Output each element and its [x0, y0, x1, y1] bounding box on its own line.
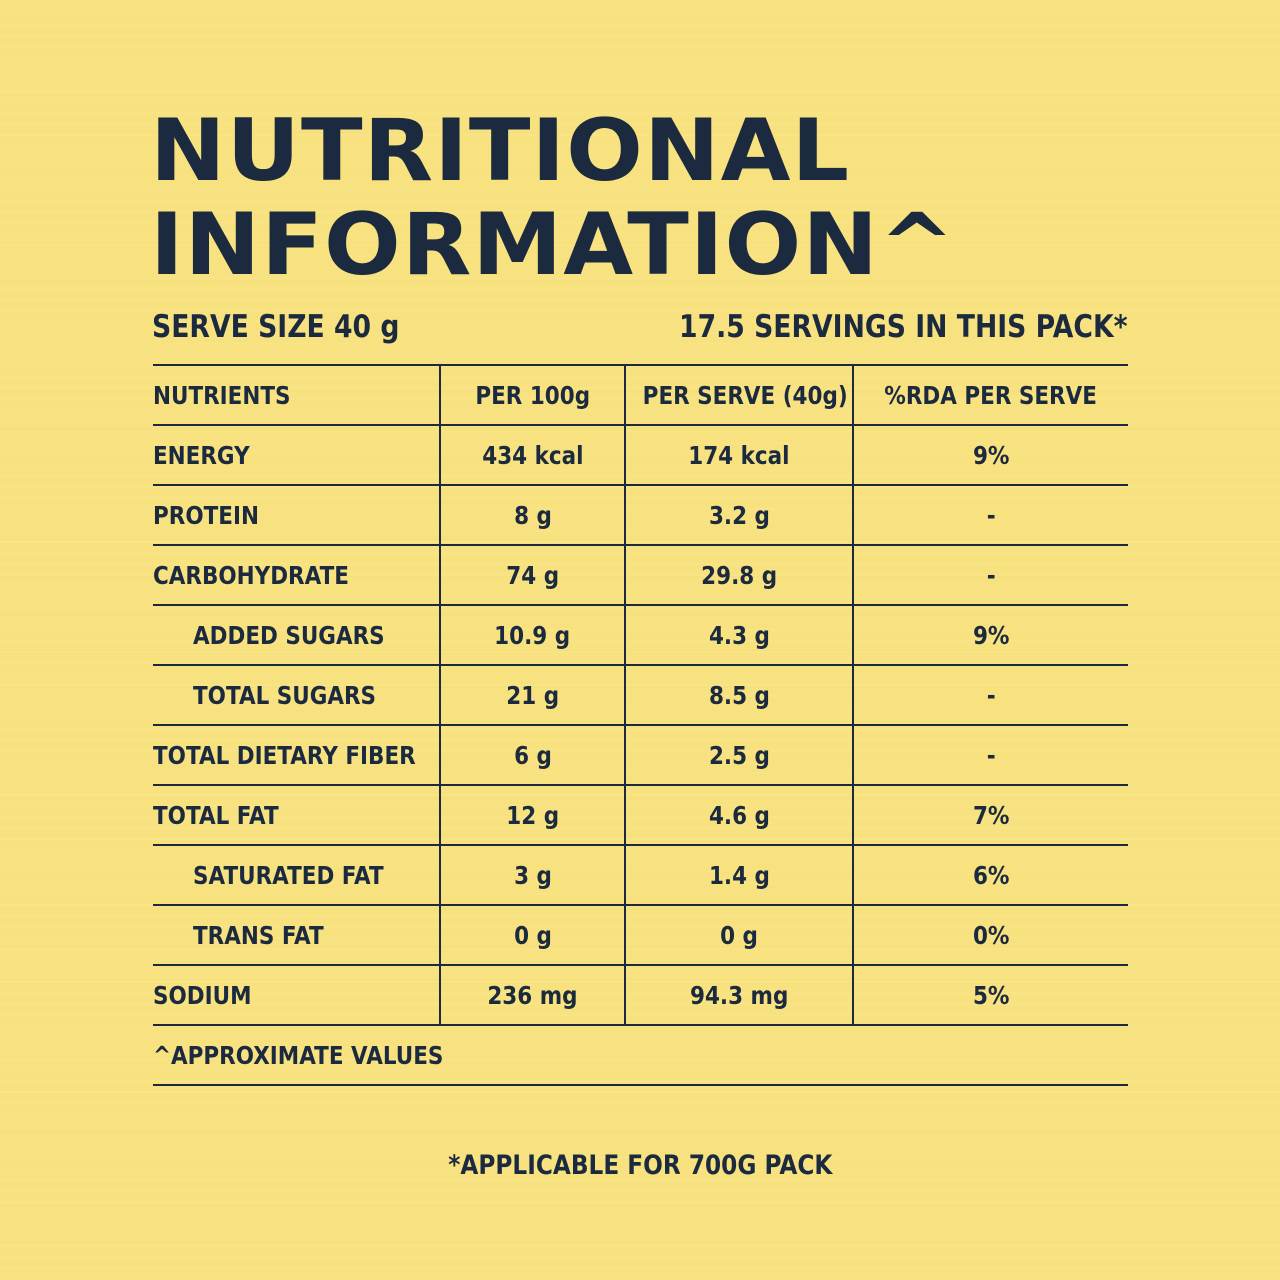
pack-applicability-text: *APPLICABLE FOR 700G PACK	[447, 1150, 833, 1181]
table-row: TOTAL DIETARY FIBER 6 g 2.5 g -	[153, 724, 1128, 786]
table-row: ENERGY 434 kcal 174 kcal 9%	[153, 424, 1128, 486]
per-100g-value: 74 g	[439, 544, 625, 606]
table-row: PROTEIN 8 g 3.2 g -	[153, 484, 1128, 546]
nutrient-name: ENERGY	[153, 424, 440, 486]
per-serve-value: 3.2 g	[624, 484, 853, 546]
per-100g-value: 6 g	[439, 724, 625, 786]
nutrient-name: SATURATED FAT	[153, 844, 440, 906]
nutrient-name: TRANS FAT	[153, 904, 440, 966]
approximate-values-note: ^APPROXIMATE VALUES	[153, 1024, 1128, 1086]
rda-value: -	[852, 544, 1128, 606]
servings-per-pack-label: 17.5 SERVINGS IN THIS PACK*	[679, 309, 1128, 345]
table-row: TRANS FAT 0 g 0 g 0%	[153, 904, 1128, 966]
table-row: TOTAL FAT 12 g 4.6 g 7%	[153, 784, 1128, 846]
table-row: SATURATED FAT 3 g 1.4 g 6%	[153, 844, 1128, 906]
rda-value: 9%	[852, 604, 1128, 666]
per-serve-value: 8.5 g	[624, 664, 853, 726]
nutrient-name: PROTEIN	[153, 484, 440, 546]
table-row: TOTAL SUGARS 21 g 8.5 g -	[153, 664, 1128, 726]
title-line-1: NUTRITIONAL	[150, 101, 851, 201]
table-footnote-row: ^APPROXIMATE VALUES	[153, 1024, 1128, 1086]
per-serve-value: 4.6 g	[624, 784, 853, 846]
serve-size-label: SERVE SIZE 40 g	[152, 309, 400, 345]
rda-value: 9%	[852, 424, 1128, 486]
serving-info: SERVE SIZE 40 g 17.5 SERVINGS IN THIS PA…	[152, 306, 1128, 348]
rda-value: 6%	[852, 844, 1128, 906]
per-serve-value: 29.8 g	[624, 544, 853, 606]
nutrient-name: TOTAL DIETARY FIBER	[153, 724, 440, 786]
page-title: NUTRITIONAL INFORMATION^	[150, 104, 956, 292]
table-row: CARBOHYDRATE 74 g 29.8 g -	[153, 544, 1128, 606]
rda-value: 5%	[852, 964, 1128, 1026]
per-serve-value: 174 kcal	[624, 424, 853, 486]
header-per-100g: PER 100g	[439, 364, 625, 426]
per-100g-value: 10.9 g	[439, 604, 625, 666]
per-100g-value: 21 g	[439, 664, 625, 726]
header-nutrients: NUTRIENTS	[153, 364, 440, 426]
header-rda-per-serve: %RDA PER SERVE	[852, 364, 1128, 426]
per-100g-value: 12 g	[439, 784, 625, 846]
table-header-row: NUTRIENTS PER 100g PER SERVE (40g) %RDA …	[153, 364, 1128, 426]
nutrient-name: TOTAL FAT	[153, 784, 440, 846]
nutrient-name: ADDED SUGARS	[153, 604, 440, 666]
pack-applicability-note: *APPLICABLE FOR 700G PACK	[0, 1150, 1280, 1181]
nutrient-name: CARBOHYDRATE	[153, 544, 440, 606]
per-serve-value: 4.3 g	[624, 604, 853, 666]
rda-value: 7%	[852, 784, 1128, 846]
per-serve-value: 94.3 mg	[624, 964, 853, 1026]
per-100g-value: 3 g	[439, 844, 625, 906]
table-row: SODIUM 236 mg 94.3 mg 5%	[153, 964, 1128, 1026]
per-100g-value: 434 kcal	[439, 424, 625, 486]
nutrient-name: SODIUM	[153, 964, 440, 1026]
per-serve-value: 1.4 g	[624, 844, 853, 906]
per-100g-value: 0 g	[439, 904, 625, 966]
header-per-serve: PER SERVE (40g)	[624, 364, 853, 426]
nutrient-name: TOTAL SUGARS	[153, 664, 440, 726]
table-row: ADDED SUGARS 10.9 g 4.3 g 9%	[153, 604, 1128, 666]
per-100g-value: 236 mg	[439, 964, 625, 1026]
rda-value: -	[852, 484, 1128, 546]
rda-value: -	[852, 724, 1128, 786]
per-serve-value: 2.5 g	[624, 724, 853, 786]
nutrition-table: NUTRIENTS PER 100g PER SERVE (40g) %RDA …	[153, 364, 1128, 1086]
rda-value: 0%	[852, 904, 1128, 966]
per-serve-value: 0 g	[624, 904, 853, 966]
per-100g-value: 8 g	[439, 484, 625, 546]
title-line-2: INFORMATION^	[150, 195, 956, 295]
rda-value: -	[852, 664, 1128, 726]
